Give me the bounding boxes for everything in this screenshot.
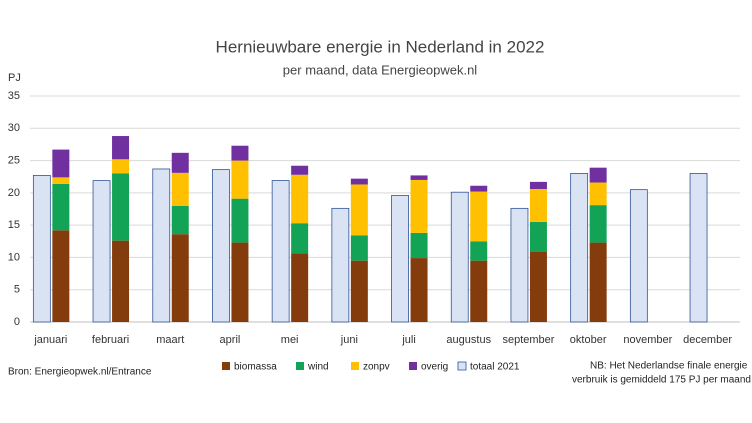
bar-segment bbox=[350, 184, 368, 236]
x-tick-label: februari bbox=[92, 334, 129, 346]
legend-swatch bbox=[296, 362, 304, 370]
x-tick-label: juli bbox=[401, 334, 415, 346]
bar-segment bbox=[470, 185, 488, 192]
y-axis-label: PJ bbox=[8, 72, 21, 84]
y-tick-label: 0 bbox=[14, 316, 20, 328]
bar-segment bbox=[589, 242, 607, 322]
source: Bron: Energieopwek.nl/Entrance bbox=[8, 367, 152, 378]
bar-segment bbox=[529, 181, 547, 189]
bar-segment bbox=[589, 182, 607, 206]
legend-label: biomassa bbox=[234, 362, 277, 373]
legend-label: totaal 2021 bbox=[470, 362, 520, 373]
x-tick-label: december bbox=[683, 334, 732, 346]
bar-segment bbox=[410, 258, 428, 322]
bar-segment bbox=[291, 165, 309, 175]
x-tick-label: augustus bbox=[446, 334, 491, 346]
bar-segment bbox=[410, 232, 428, 259]
y-tick-label: 5 bbox=[14, 284, 20, 296]
bar bbox=[331, 207, 350, 323]
y-tick-label: 30 bbox=[8, 122, 20, 134]
bar-segment bbox=[291, 174, 309, 224]
bar bbox=[152, 168, 171, 323]
bar-segment bbox=[589, 205, 607, 243]
bar bbox=[92, 180, 111, 323]
bar-segment bbox=[112, 240, 130, 322]
bar bbox=[271, 180, 290, 323]
bar-segment bbox=[589, 167, 607, 183]
bar-segment bbox=[291, 223, 309, 254]
bar-segment bbox=[529, 251, 547, 322]
bar bbox=[32, 175, 51, 323]
bar-segment bbox=[470, 260, 488, 322]
note-line: NB: Het Nederlandse finale energie bbox=[590, 361, 748, 372]
bar bbox=[212, 169, 230, 323]
legend-swatch bbox=[222, 362, 230, 370]
bar-segment bbox=[171, 172, 189, 206]
bar-segment bbox=[231, 198, 249, 243]
x-tick-label: april bbox=[220, 334, 241, 346]
y-tick-label: 10 bbox=[8, 251, 20, 263]
bar-segment bbox=[112, 173, 130, 241]
bar bbox=[570, 173, 589, 323]
bar-segment bbox=[112, 136, 130, 160]
x-tick-label: juni bbox=[340, 334, 358, 346]
bar-segment bbox=[291, 253, 309, 322]
legend-label: wind bbox=[307, 362, 329, 373]
bar bbox=[629, 189, 648, 323]
bar-segment bbox=[350, 178, 368, 185]
x-tick-label: september bbox=[502, 334, 554, 346]
bar-segment bbox=[231, 160, 249, 199]
x-tick-label: november bbox=[623, 334, 672, 346]
bar-segment bbox=[52, 230, 70, 322]
bar-segment bbox=[529, 221, 547, 252]
y-tick-label: 35 bbox=[8, 90, 20, 102]
x-tick-label: mei bbox=[281, 334, 299, 346]
legend-label: overig bbox=[421, 362, 448, 373]
legend-swatch bbox=[351, 362, 359, 370]
bar-segment bbox=[112, 159, 130, 174]
bar-segment bbox=[231, 242, 249, 322]
bar-segment bbox=[171, 152, 189, 173]
bar-segment bbox=[171, 205, 189, 235]
x-tick-label: oktober bbox=[570, 334, 607, 346]
bar-segment bbox=[350, 235, 368, 261]
bar bbox=[689, 173, 708, 323]
bar-segment bbox=[231, 145, 249, 161]
bar bbox=[391, 195, 409, 323]
bar-segment bbox=[410, 179, 428, 233]
chart-subtitle: per maand, data Energieopwek.nl bbox=[283, 62, 478, 77]
note-line: verbruik is gemiddeld 175 PJ per maand bbox=[572, 375, 751, 386]
bar-segment bbox=[350, 260, 368, 322]
bar bbox=[510, 207, 529, 323]
bar-segment bbox=[470, 191, 488, 242]
legend-label: zonpv bbox=[363, 362, 390, 373]
x-tick-label: januari bbox=[33, 334, 67, 346]
y-tick-label: 25 bbox=[8, 154, 20, 166]
bar-segment bbox=[529, 188, 547, 222]
chart-title: Hernieuwbare energie in Nederland in 202… bbox=[216, 37, 545, 56]
bar-segment bbox=[470, 241, 488, 261]
bar-segment bbox=[410, 175, 428, 180]
bar-segment bbox=[171, 234, 189, 322]
bar bbox=[450, 191, 469, 323]
legend-swatch bbox=[457, 361, 467, 371]
y-tick-label: 15 bbox=[8, 219, 20, 231]
legend-swatch bbox=[409, 362, 417, 370]
bar-segment bbox=[52, 183, 70, 231]
y-tick-label: 20 bbox=[8, 187, 20, 199]
x-tick-label: maart bbox=[156, 334, 184, 346]
bar-segment bbox=[52, 177, 70, 184]
bar-segment bbox=[52, 149, 70, 178]
